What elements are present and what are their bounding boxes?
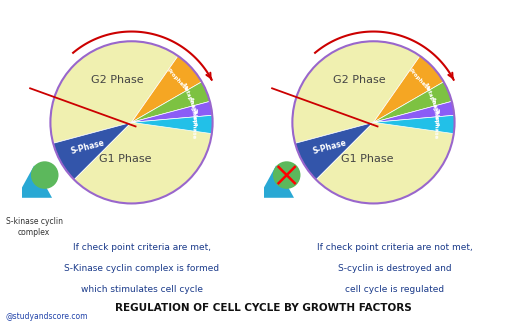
Circle shape [31,161,58,189]
Text: S-kinase cyclin
complex: S-kinase cyclin complex [6,217,63,237]
Text: @studyandscore.com: @studyandscore.com [5,312,88,321]
Text: Metaphase: Metaphase [422,82,440,115]
Wedge shape [132,82,210,122]
Wedge shape [295,122,373,180]
Wedge shape [53,122,132,180]
Text: cell cycle is regulated: cell cycle is regulated [345,285,444,294]
Text: S-cyclin is destroyed and: S-cyclin is destroyed and [338,264,451,273]
Text: Prophase: Prophase [408,68,431,93]
Text: S-Phase: S-Phase [70,139,106,156]
Wedge shape [132,115,213,134]
Wedge shape [74,122,213,204]
Text: G1 Phase: G1 Phase [99,154,151,164]
Text: S-Phase: S-Phase [312,139,348,156]
Text: If check point criteria are met,: If check point criteria are met, [73,243,211,252]
Wedge shape [373,56,444,122]
Circle shape [273,161,300,189]
Text: which stimulates cell cycle: which stimulates cell cycle [81,285,203,294]
Text: S-Kinase cyclin complex is formed: S-Kinase cyclin complex is formed [65,264,219,273]
Text: REGULATION OF CELL CYCLE BY GROWTH FACTORS: REGULATION OF CELL CYCLE BY GROWTH FACTO… [115,303,411,313]
Text: Anaphase: Anaphase [430,96,440,127]
Text: G2 Phase: G2 Phase [332,75,385,85]
Wedge shape [373,115,454,134]
Text: G1 Phase: G1 Phase [341,154,393,164]
Wedge shape [373,101,454,122]
Text: Prophase: Prophase [166,68,189,93]
Text: Telophase: Telophase [191,109,197,140]
Text: Anaphase: Anaphase [188,96,198,127]
Wedge shape [132,101,213,122]
Wedge shape [316,122,454,204]
Text: G2 Phase: G2 Phase [90,75,143,85]
Polygon shape [258,165,294,198]
Polygon shape [16,165,52,198]
Text: Metaphase: Metaphase [180,82,198,115]
Text: If check point criteria are not met,: If check point criteria are not met, [317,243,472,252]
Wedge shape [132,56,202,122]
Wedge shape [292,41,420,143]
Wedge shape [50,41,178,143]
Wedge shape [373,82,452,122]
Text: Telophase: Telophase [433,109,439,140]
